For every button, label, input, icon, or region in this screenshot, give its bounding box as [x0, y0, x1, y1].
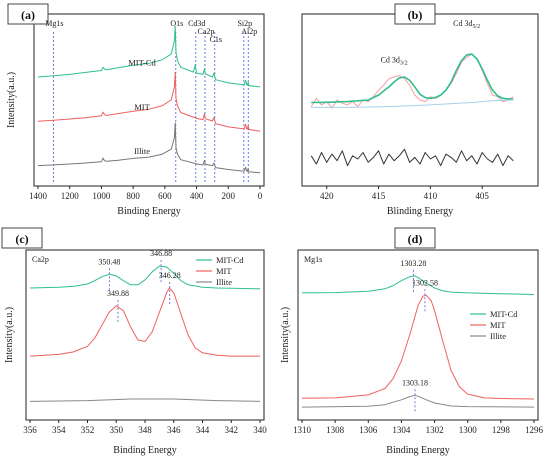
panel-c-xtick-label: 352 [81, 425, 95, 435]
panel-c-annotation: 346.88 [150, 249, 172, 258]
panel-c-series-mit [29, 287, 260, 357]
panel-d-ylabel: Intensity(a.u.) [280, 307, 291, 363]
panel-d-annotation: 1302.58 [412, 278, 438, 287]
panel-c-xtick-label: 340 [253, 425, 267, 435]
panel-b-series-residual [310, 148, 514, 167]
panel-d-plot: 1310 1308 1306 1304 1302 1300 1298 1296 1303.28 1… [293, 259, 544, 435]
panel-d-xtick-label: 1308 [326, 425, 345, 435]
panel-c-annotation: 346.28 [159, 271, 181, 280]
panel-a-label: (a) [7, 3, 49, 25]
panel-c-plot: 356 354 352 350 348 346 344 342 340 350.48 346.88 3… [23, 249, 267, 435]
panel-d-series-mit [301, 294, 535, 400]
panel-b-annotation: Cd 3d5/2 [453, 19, 480, 30]
panel-d-annotation: 1303.18 [402, 378, 428, 387]
panel-d-xtick-label: 1304 [392, 425, 411, 435]
panel-a-ylabel: Intensity(a.u.) [6, 72, 17, 128]
panel-a-xtick-label: 200 [222, 191, 236, 201]
panel-b-xtick-label: 415 [372, 191, 386, 201]
panel-a-peak-marker-label: Si2p [237, 19, 252, 28]
panel-a-series-mit [37, 71, 261, 132]
panel-a-peak-marker-label: O1s [170, 19, 183, 28]
panel-c-xlabel: Binding Energy [113, 445, 176, 456]
panel-d-series-illite [301, 394, 535, 408]
panel-c-legend-entry: Illite [216, 277, 232, 287]
panel-c-xtick-label: 348 [138, 425, 152, 435]
panel-d-xtick-label: 1300 [459, 425, 478, 435]
panel-a-plot: 1400 1200 1000 800 600 400 200 0 Mg1s O1s Cd3dCa2p… [29, 19, 263, 201]
panel-c-annotation: 350.48 [98, 257, 120, 266]
panel-c-series-mit-cd [29, 265, 261, 290]
panel-c-xtick-label: 342 [225, 425, 239, 435]
panel-b-series-fit [311, 53, 514, 104]
panel-a-xtick-label: 0 [258, 191, 263, 201]
panel-c-legend-entry: MIT-Cd [216, 255, 244, 265]
panel-c-label-text: (c) [15, 232, 28, 246]
panel-d-xtick-label: 1310 [293, 425, 312, 435]
panel-a-xtick-label: 1200 [61, 191, 80, 201]
panel-b-xtick-label: 420 [320, 191, 334, 201]
panel-b-plot: 420 415 410 405 Cd 3d3/2 Cd 3d5/2 [310, 19, 514, 201]
panel-a-series-label: Illite [134, 146, 150, 156]
panel-c-annotation: 349.88 [107, 289, 129, 298]
panel-c-xtick-label: 350 [110, 425, 124, 435]
panel-b-xtick-label: 405 [475, 191, 489, 201]
panel-d-xtick-label: 1302 [426, 425, 444, 435]
panel-c-series-illite [29, 398, 261, 402]
panel-c-xtick-label: 356 [23, 425, 37, 435]
panel-b-label: (b) [394, 3, 436, 25]
panel-a-series-label: MIT [134, 102, 150, 112]
panel-a-frame [33, 13, 265, 187]
panel-d-xtick-label: 1298 [492, 425, 511, 435]
panel-d-xtick-label: 1306 [359, 425, 378, 435]
panel-d-legend-entry: MIT-Cd [490, 309, 518, 319]
panel-d-legend-entry: MIT [490, 320, 506, 330]
panel-d-region-label: Mg1s [304, 255, 322, 264]
panel-c-label: (c) [1, 227, 43, 249]
panel-b-annotation: Cd 3d3/2 [381, 55, 408, 66]
panel-c-region-label: Ca2p [32, 255, 49, 264]
panel-a-xlabel: Binding Energy [117, 206, 180, 217]
panel-b-series-background [311, 99, 514, 108]
panel-d-label: (d) [394, 227, 436, 249]
panel-d-legend-entry: Illite [490, 331, 506, 341]
panel-a-peak-marker-label: Mg1s [45, 19, 63, 28]
panel-a-xtick-label: 600 [158, 191, 172, 201]
panel-a-peak-marker-label: Cd3d [188, 19, 205, 28]
panel-b-label-text: (b) [408, 8, 423, 22]
panel-a-peak-marker-label: Al2p [241, 27, 257, 36]
panel-d-annotation: 1303.28 [400, 259, 426, 268]
panel-a-series-illite [37, 122, 261, 174]
panel-a-xtick-label: 1400 [29, 191, 48, 201]
panel-c-xtick-label: 354 [52, 425, 66, 435]
panel-d-xtick-label: 1296 [525, 425, 544, 435]
panel-b-series-raw [310, 53, 514, 109]
panel-d-xlabel: Binding Energy [386, 445, 449, 456]
panel-c-xtick-label: 346 [167, 425, 181, 435]
panel-a-peak-marker-label: Ca2p [198, 27, 215, 36]
panel-a-xtick-label: 400 [190, 191, 204, 201]
panel-a-xtick-label: 800 [126, 191, 140, 201]
panel-a-peak-marker-label: C1s [210, 35, 222, 44]
panel-b-xtick-label: 410 [424, 191, 438, 201]
panel-a-series-label: MIT-Cd [128, 58, 156, 68]
panel-c-legend-entry: MIT [216, 266, 232, 276]
panel-d-label-text: (d) [408, 232, 423, 246]
panel-d-series-mit-cd [301, 275, 535, 295]
panel-a-series-mit-cd [37, 25, 261, 88]
panel-a-xtick-label: 1000 [92, 191, 111, 201]
panel-c-ylabel: Intensity(a.u.) [4, 307, 15, 363]
panel-d-frame [297, 249, 539, 421]
panel-a-label-text: (a) [21, 8, 35, 22]
panel-b-xlabel: Blinding Energy [387, 206, 453, 217]
panel-c-xtick-label: 344 [196, 425, 210, 435]
